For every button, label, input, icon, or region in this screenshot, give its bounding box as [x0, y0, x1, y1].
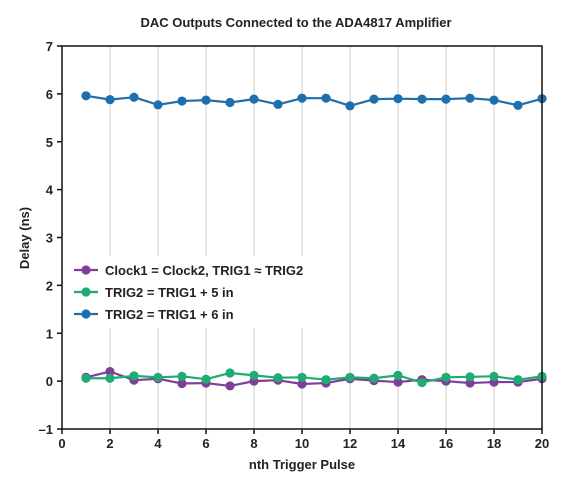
data-point [369, 94, 379, 104]
data-point [513, 100, 523, 110]
data-point [129, 371, 139, 381]
data-point [105, 373, 115, 383]
legend-swatch-marker [81, 287, 91, 297]
x-tick-label: 18 [487, 436, 501, 451]
data-point [273, 99, 283, 110]
data-point [225, 97, 235, 108]
data-point [201, 95, 211, 105]
data-point [393, 94, 403, 104]
series-2 [81, 368, 547, 388]
y-tick-label: 1 [46, 326, 53, 341]
x-tick-label: 12 [343, 436, 357, 451]
data-point [393, 370, 403, 380]
data-point [441, 372, 451, 382]
data-point [249, 94, 259, 104]
data-point [297, 372, 307, 382]
data-point [105, 366, 115, 377]
data-point [393, 377, 403, 387]
data-point [201, 374, 211, 384]
y-tick-label: 0 [46, 374, 53, 389]
legend-label: TRIG2 = TRIG1 + 5 in [105, 285, 234, 300]
y-tick-label: –1 [39, 422, 53, 437]
data-point [489, 371, 499, 381]
y-tick-label: 2 [46, 278, 53, 293]
data-point [225, 368, 235, 378]
y-tick-label: 3 [46, 231, 53, 246]
data-point [225, 381, 235, 391]
data-point [273, 373, 283, 383]
data-point [489, 95, 499, 105]
data-point [369, 373, 379, 383]
data-point [465, 372, 475, 382]
chart-title: DAC Outputs Connected to the ADA4817 Amp… [140, 15, 451, 30]
data-point [297, 93, 307, 103]
x-tick-label: 10 [295, 436, 309, 451]
x-tick-label: 14 [391, 436, 406, 451]
data-point [441, 94, 451, 104]
y-tick-label: 5 [46, 135, 53, 150]
x-tick-label: 16 [439, 436, 453, 451]
data-point [81, 373, 91, 383]
data-point [345, 101, 355, 111]
data-point [129, 92, 139, 102]
legend-item: TRIG2 = TRIG1 + 6 in [74, 307, 234, 322]
data-point [417, 377, 427, 388]
y-tick-label: 6 [46, 87, 53, 102]
x-tick-label: 20 [535, 436, 549, 451]
data-point [513, 375, 523, 385]
data-point [153, 100, 163, 110]
data-point [177, 96, 187, 106]
legend-item: Clock1 = Clock2, TRIG1 ≈ TRIG2 [74, 263, 303, 278]
x-tick-label: 2 [106, 436, 113, 451]
data-point [177, 371, 187, 381]
x-tick-label: 6 [202, 436, 209, 451]
legend: Clock1 = Clock2, TRIG1 ≈ TRIG2 TRIG2 = TR… [68, 256, 330, 328]
series-3 [81, 91, 547, 111]
legend-swatch-marker [81, 265, 91, 275]
legend-label: Clock1 = Clock2, TRIG1 ≈ TRIG2 [105, 263, 303, 278]
data-point [417, 94, 427, 104]
x-axis-label: nth Trigger Pulse [249, 457, 355, 472]
y-axis-label: Delay (ns) [17, 207, 32, 269]
series-layer [81, 91, 547, 391]
legend-item: TRIG2 = TRIG1 + 5 in [74, 285, 234, 300]
data-point [465, 93, 475, 103]
legend-label: TRIG2 = TRIG1 + 6 in [105, 307, 234, 322]
data-point [105, 95, 115, 105]
legend-box [68, 256, 330, 328]
data-point [153, 372, 163, 382]
legend-swatch-marker [81, 309, 91, 319]
data-point [249, 370, 259, 380]
x-tick-label: 0 [58, 436, 65, 451]
y-tick-label: 7 [46, 39, 53, 54]
data-point [177, 378, 187, 389]
data-point [321, 375, 331, 385]
y-tick-label: 4 [46, 183, 54, 198]
data-point [297, 379, 307, 389]
data-point [345, 372, 355, 382]
x-tick-label: 8 [250, 436, 257, 451]
x-tick-label: 4 [154, 436, 162, 451]
data-point [321, 93, 331, 103]
data-point [81, 91, 91, 101]
